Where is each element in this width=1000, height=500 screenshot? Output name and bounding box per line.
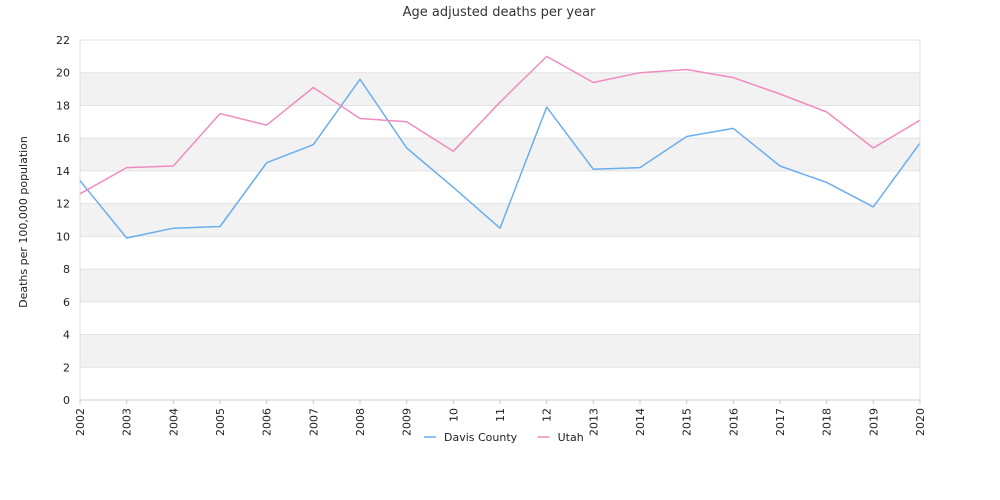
legend-label[interactable]: Davis County <box>444 431 518 444</box>
x-tick-label: 2014 <box>634 408 647 436</box>
grid-band <box>80 269 920 302</box>
x-tick-label: 2015 <box>681 408 694 436</box>
grid-band <box>80 138 920 171</box>
series-line-utah[interactable] <box>79 55 921 195</box>
x-tick-label: 2004 <box>167 408 180 436</box>
y-tick-label: 22 <box>56 34 70 47</box>
y-tick-label: 8 <box>63 263 70 276</box>
y-tick-label: 18 <box>56 99 70 112</box>
x-tick-label: 11 <box>494 408 507 422</box>
grid-band <box>80 170 920 204</box>
grid-bands <box>80 40 920 400</box>
x-tick-label: 2020 <box>914 408 927 436</box>
x-tick-label: 2013 <box>587 408 600 436</box>
series-lines <box>79 55 921 239</box>
x-tick-label: 10 <box>447 408 460 422</box>
y-tick-label: 14 <box>56 165 70 178</box>
y-tick-label: 0 <box>63 394 70 407</box>
x-tick-label: 2006 <box>261 408 274 436</box>
x-tick-label: 2018 <box>821 408 834 436</box>
y-tick-label: 16 <box>56 132 70 145</box>
legend-label[interactable]: Utah <box>558 431 584 444</box>
grid-band <box>80 236 920 270</box>
grid-band <box>80 301 920 335</box>
grid-band <box>80 334 920 368</box>
y-axis-ticks: 0 2 4 6 8 10 12 14 16 18 20 22 <box>56 34 70 407</box>
series-line-davis-county[interactable] <box>79 78 921 239</box>
y-tick-label: 20 <box>56 67 70 80</box>
y-tick-label: 4 <box>63 329 70 342</box>
y-tick-label: 2 <box>63 361 70 374</box>
x-tick-label: 2009 <box>401 408 414 436</box>
x-tick-label: 12 <box>541 408 554 422</box>
x-tick-label: 2005 <box>214 408 227 436</box>
grid-band <box>80 40 920 73</box>
gridlines <box>80 39 920 401</box>
y-tick-label: 6 <box>63 296 70 309</box>
legend[interactable]: Davis County Utah <box>424 431 584 444</box>
grid-band <box>80 367 920 400</box>
x-tick-label: 2002 <box>74 408 87 436</box>
grid-band <box>80 105 920 139</box>
chart-title: Age adjusted deaths per year <box>403 5 596 20</box>
x-tick-label: 2007 <box>307 408 320 436</box>
x-tick-label: 2017 <box>774 408 787 436</box>
y-tick-label: 12 <box>56 198 70 211</box>
grid-band <box>80 203 920 237</box>
x-tick-label: 2008 <box>354 408 367 436</box>
y-tick-label: 10 <box>56 230 70 243</box>
grid-band <box>80 72 920 106</box>
x-axis-ticks: 2002 2003 2004 2005 2006 2007 2008 2009 10 11 12 20… <box>74 400 927 436</box>
y-axis-label: Deaths per 100,000 population <box>17 136 30 308</box>
x-tick-label: 2003 <box>121 408 134 436</box>
x-tick-label: 2016 <box>727 408 740 436</box>
x-tick-label: 2019 <box>867 408 880 436</box>
